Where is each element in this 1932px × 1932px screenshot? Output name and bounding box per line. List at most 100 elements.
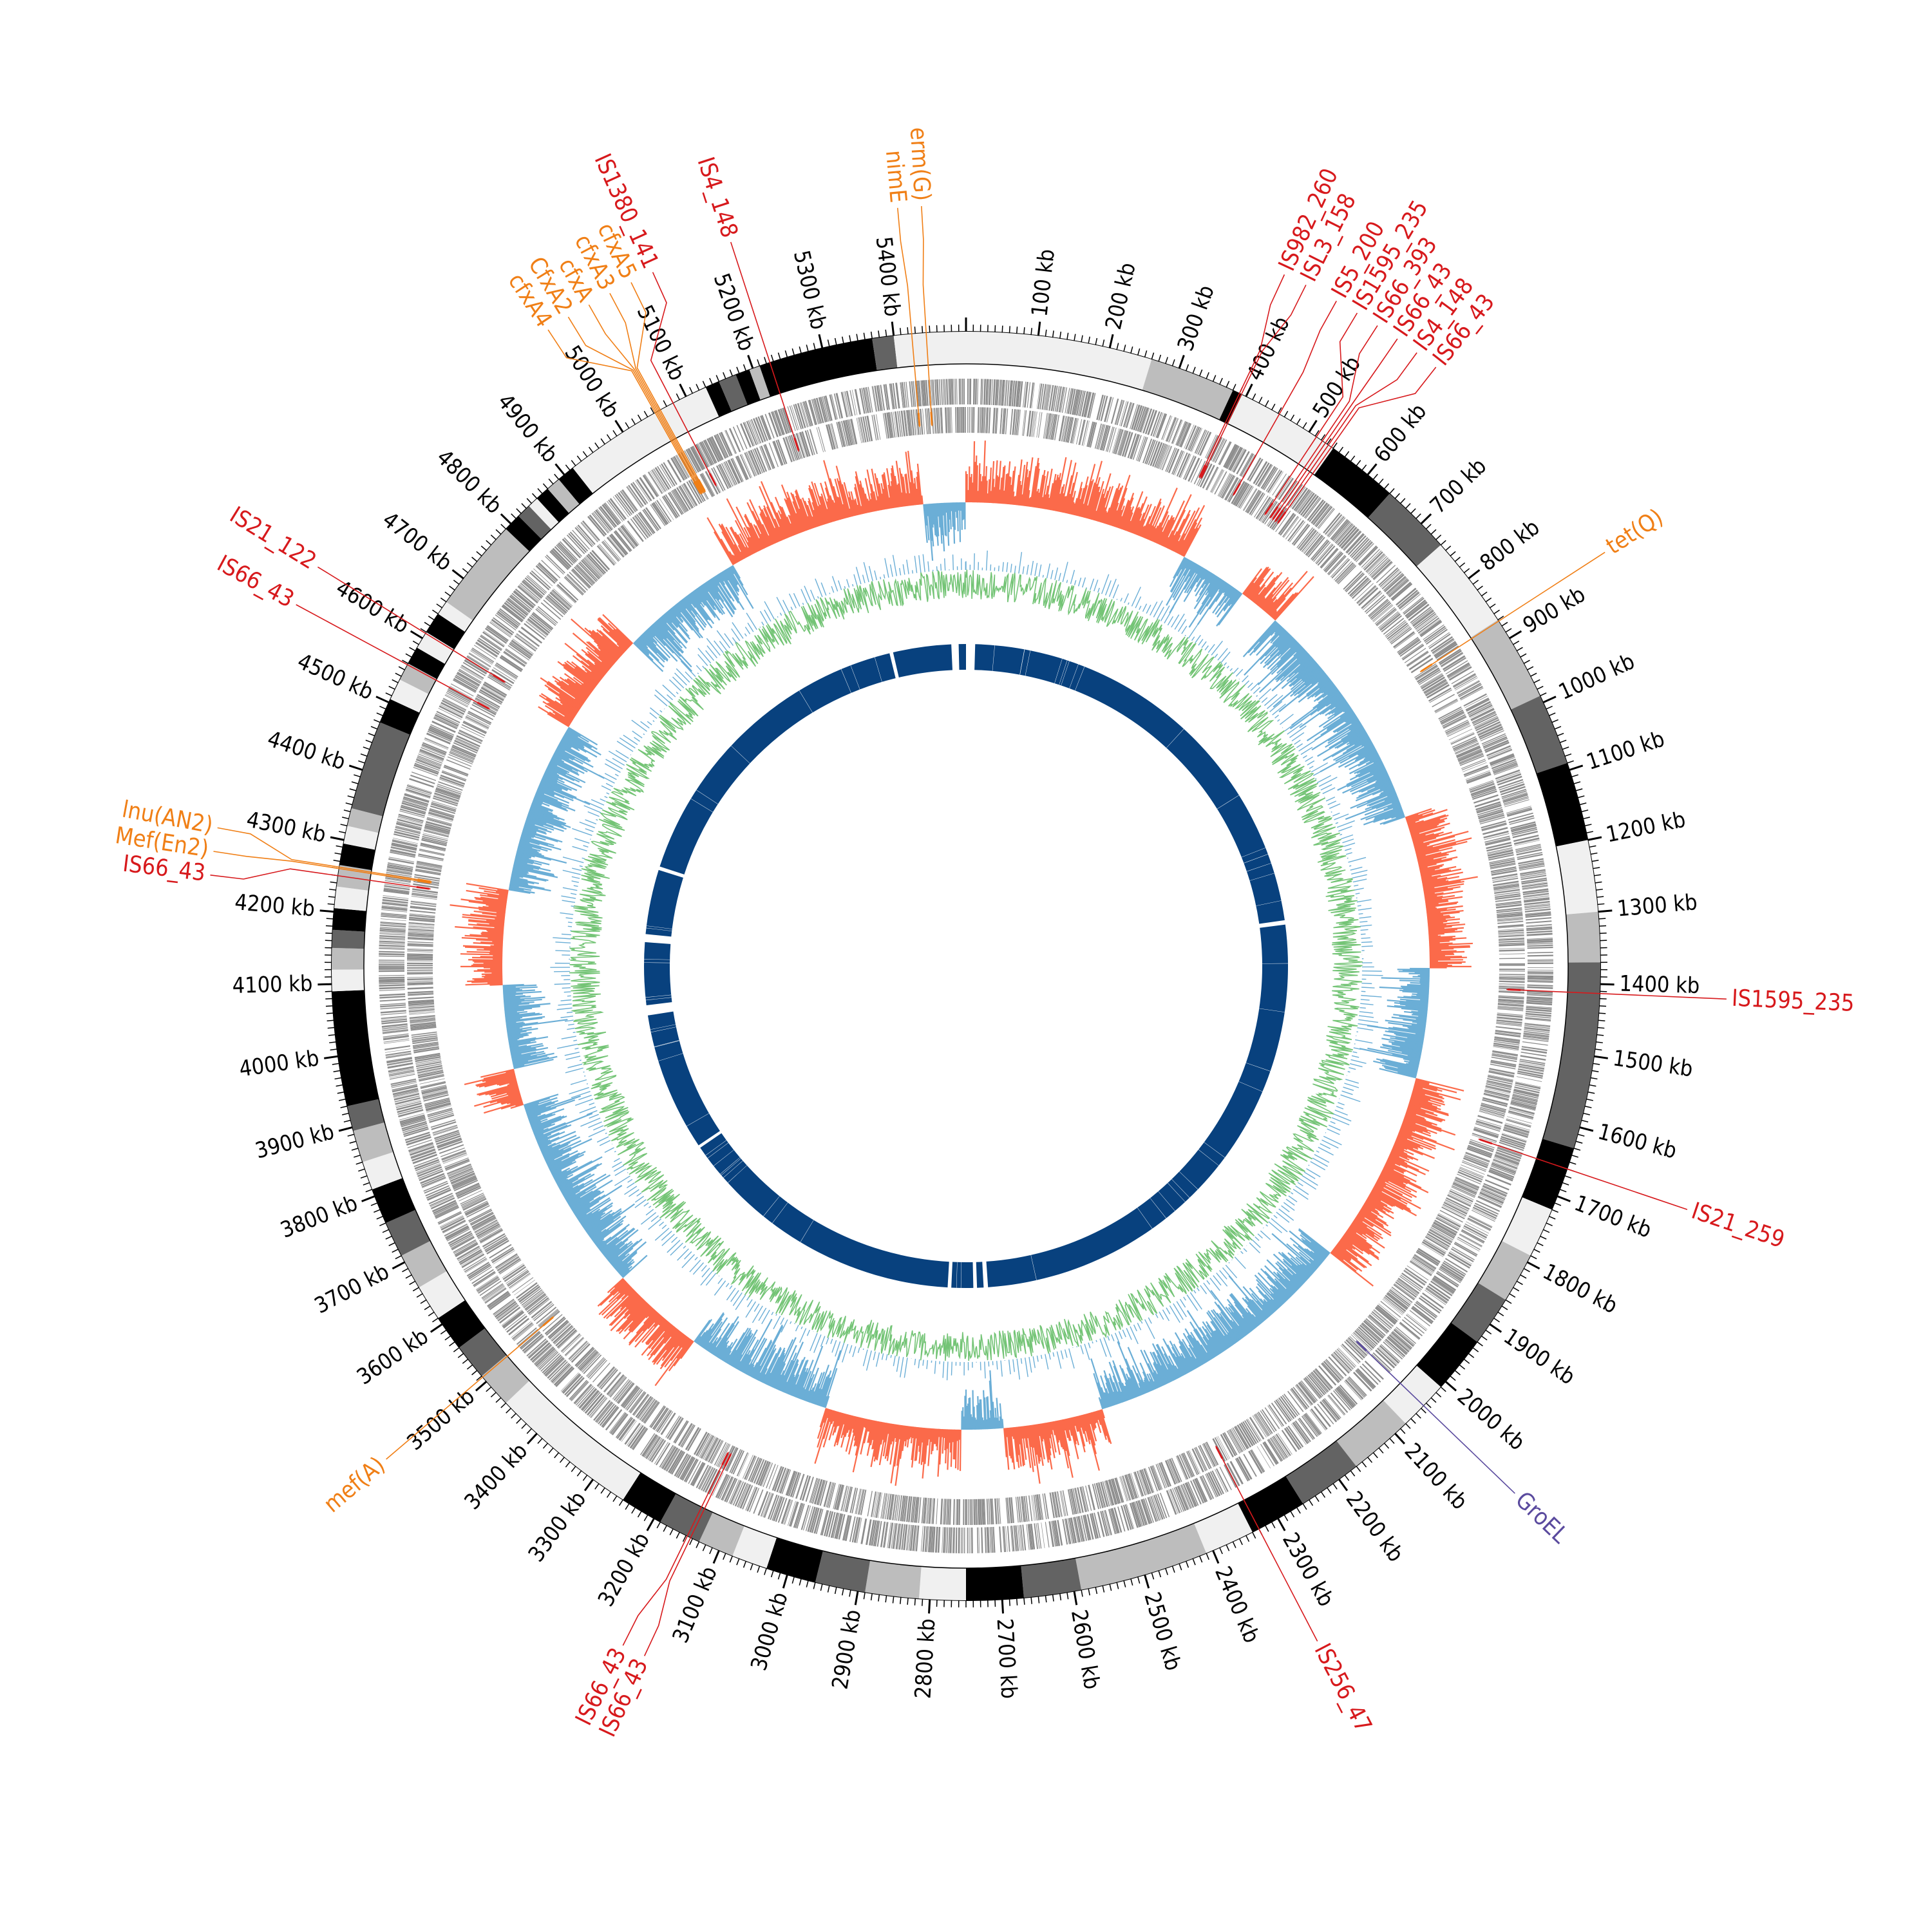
minor-tick xyxy=(1512,640,1520,645)
gene-forward xyxy=(1247,457,1262,481)
gene-forward xyxy=(1408,603,1430,621)
gene-forward xyxy=(909,381,913,408)
gene-reverse xyxy=(1005,1497,1009,1524)
gene-reverse xyxy=(1479,813,1504,821)
gene-reverse xyxy=(711,468,724,492)
gene-reverse xyxy=(455,738,479,750)
gene-reverse xyxy=(1034,412,1037,437)
gene-reverse xyxy=(679,485,694,509)
gene-forward xyxy=(1086,392,1095,419)
minor-tick xyxy=(709,377,713,385)
gc-skew-positive-bar xyxy=(1296,650,1307,659)
gc-skew-negative-bar xyxy=(1034,491,1038,508)
gene-forward xyxy=(648,471,663,494)
gc-skew-positive-bar xyxy=(1276,643,1300,666)
gene-forward xyxy=(1522,888,1549,894)
gc-skew-positive-bar xyxy=(1218,580,1226,591)
gene-forward xyxy=(762,1492,772,1517)
minor-tick xyxy=(1577,1133,1585,1137)
gene-reverse xyxy=(407,969,433,971)
minor-tick xyxy=(432,1318,439,1323)
gene-forward xyxy=(385,1052,412,1057)
gene-reverse xyxy=(416,863,442,869)
gene-forward xyxy=(473,645,496,659)
gene-reverse xyxy=(1354,583,1374,601)
gene-forward xyxy=(1077,390,1084,416)
gene-forward xyxy=(715,1473,728,1498)
minor-tick xyxy=(1587,1091,1595,1094)
gene-forward xyxy=(851,390,858,415)
gene-forward xyxy=(399,810,425,819)
gene-reverse xyxy=(1488,1070,1515,1076)
gene-forward xyxy=(1235,1458,1249,1482)
gene-forward xyxy=(478,1278,500,1294)
gene-reverse xyxy=(408,1007,435,1010)
gc-skew-positive-bar xyxy=(1336,717,1359,733)
gene-forward xyxy=(408,1143,434,1153)
gene-forward xyxy=(666,1448,681,1472)
gene-reverse xyxy=(907,410,912,436)
gene-reverse xyxy=(786,436,795,462)
gene-reverse xyxy=(1485,1085,1511,1092)
minor-tick xyxy=(398,666,406,670)
gene-forward xyxy=(1294,1420,1311,1443)
gene-reverse xyxy=(665,1416,680,1438)
gene-forward xyxy=(1332,1390,1351,1411)
gene-forward xyxy=(1426,629,1448,645)
gene-forward xyxy=(635,480,650,502)
gene-reverse xyxy=(1453,739,1478,752)
gene-forward xyxy=(1442,1262,1466,1277)
gene-reverse xyxy=(674,488,689,511)
gene-reverse xyxy=(1450,732,1474,743)
gene-reverse xyxy=(1296,1384,1313,1406)
minor-tick xyxy=(1158,1570,1162,1578)
gene-forward xyxy=(615,1416,632,1438)
gene-forward xyxy=(1228,446,1242,470)
gene-reverse xyxy=(1423,678,1446,694)
gene-reverse xyxy=(875,1492,880,1518)
minor-tick xyxy=(1595,889,1603,891)
minor-tick xyxy=(1320,434,1326,441)
gene-reverse xyxy=(1313,542,1331,562)
minor-tick xyxy=(799,346,802,354)
minor-tick xyxy=(770,354,774,362)
gene-forward xyxy=(1309,500,1326,522)
gene-reverse xyxy=(505,648,527,664)
gene-forward xyxy=(519,1331,540,1349)
gc-skew-positive-bar xyxy=(1183,560,1193,576)
gene-forward xyxy=(577,524,596,545)
gene-reverse xyxy=(1057,1491,1063,1517)
gene-reverse xyxy=(1442,1205,1466,1218)
major-tick xyxy=(1308,420,1318,433)
gene-reverse xyxy=(1379,612,1400,630)
gene-reverse xyxy=(1497,1014,1523,1018)
gene-forward xyxy=(427,730,452,743)
gene-forward xyxy=(602,1406,620,1428)
gene-reverse xyxy=(700,1435,714,1459)
gene-reverse xyxy=(901,1495,906,1522)
gene-reverse xyxy=(890,1494,895,1520)
gene-reverse xyxy=(1499,987,1525,989)
minor-tick xyxy=(1593,867,1600,869)
gene-reverse xyxy=(784,437,794,462)
gene-reverse xyxy=(1494,893,1520,898)
gene-forward xyxy=(1499,1141,1524,1151)
gc-skew-positive-bar xyxy=(1341,726,1364,741)
gene-reverse xyxy=(1472,788,1497,799)
gene-forward xyxy=(1467,701,1492,714)
gene-reverse xyxy=(1261,1409,1277,1432)
gene-reverse xyxy=(1463,1157,1488,1168)
gene-reverse xyxy=(1497,913,1523,917)
gene-forward xyxy=(992,1526,996,1553)
gc-skew-positive-bar xyxy=(1244,630,1287,676)
gc-skew-negative-bar xyxy=(1175,507,1200,553)
gene-forward xyxy=(596,509,614,529)
gene-forward xyxy=(1272,473,1287,496)
gene-forward xyxy=(1527,986,1553,989)
gene-forward xyxy=(1045,1522,1050,1548)
gene-forward xyxy=(1054,1520,1061,1546)
gene-forward xyxy=(748,420,759,445)
minor-tick xyxy=(1523,1267,1530,1273)
gene-forward xyxy=(831,394,838,420)
minor-tick xyxy=(1137,348,1141,355)
